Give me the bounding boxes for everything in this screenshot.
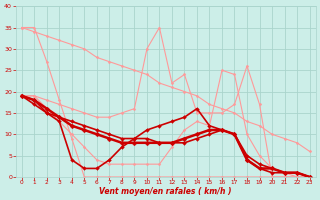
X-axis label: Vent moyen/en rafales ( km/h ): Vent moyen/en rafales ( km/h ): [100, 187, 232, 196]
